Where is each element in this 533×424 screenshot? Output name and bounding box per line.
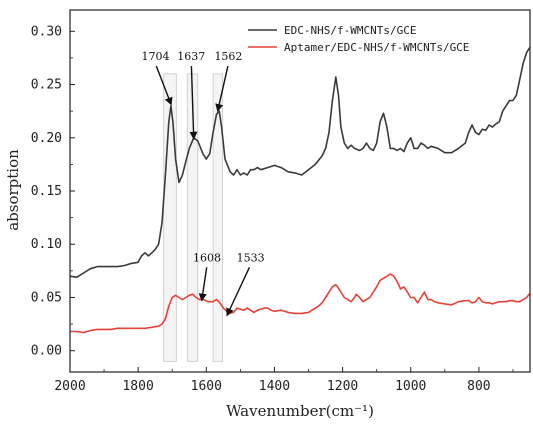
peak-arrow-0 <box>155 65 173 106</box>
peak-arrow-3 <box>198 267 208 302</box>
legend-label-0: EDC-NHS/f-WMCNTs/GCE <box>284 24 416 37</box>
peak-label-1: 1637 <box>177 50 205 63</box>
y-tick-label: 0.20 <box>31 131 62 146</box>
peak-label-3: 1608 <box>193 251 221 264</box>
highlight-band-1 <box>186 73 199 362</box>
y-axis-label: absorption <box>4 149 22 231</box>
x-tick-label: 1600 <box>191 379 222 394</box>
peak-arrow-2 <box>215 65 229 113</box>
x-tick-label: 1400 <box>259 379 290 394</box>
peak-label-4: 1533 <box>237 251 265 264</box>
legend: EDC-NHS/f-WMCNTs/GCE Aptamer/EDC-NHS/f-WM… <box>248 24 469 54</box>
peak-label-2: 1562 <box>214 50 242 63</box>
y-tick-label: 0.15 <box>31 184 62 199</box>
legend-label-1: Aptamer/EDC-NHS/f-WMCNTs/GCE <box>284 41 469 54</box>
y-tick-label: 0.30 <box>31 24 62 39</box>
x-tick-label: 1800 <box>122 379 153 394</box>
x-tick-label: 1200 <box>327 379 358 394</box>
y-tick-label: 0.00 <box>31 344 62 359</box>
peak-arrow-4 <box>226 266 251 317</box>
series-line-0 <box>69 46 531 279</box>
x-tick-label: 1000 <box>395 379 426 394</box>
y-tick-label: 0.25 <box>31 78 62 93</box>
peak-annotations: 1704 1637 1562 1608 1533 <box>142 50 265 317</box>
x-tick-label: 800 <box>467 379 490 394</box>
y-axis-ticks: 0.00 0.05 0.10 0.15 0.20 0.25 0.30 <box>31 24 75 359</box>
x-axis-label: Wavenumber(cm⁻¹) <box>226 402 374 420</box>
peak-label-0: 1704 <box>142 50 170 63</box>
plot-frame <box>69 9 531 373</box>
y-tick-label: 0.10 <box>31 237 62 252</box>
x-tick-label: 2000 <box>54 379 85 394</box>
y-tick-label: 0.05 <box>31 290 62 305</box>
series-layer <box>69 46 531 334</box>
series-line-1 <box>70 273 531 334</box>
highlight-band-2 <box>212 73 224 362</box>
x-axis-ticks: 2000 1800 1600 1400 1200 1000 800 <box>54 367 514 394</box>
peak-arrow-1 <box>189 66 198 140</box>
